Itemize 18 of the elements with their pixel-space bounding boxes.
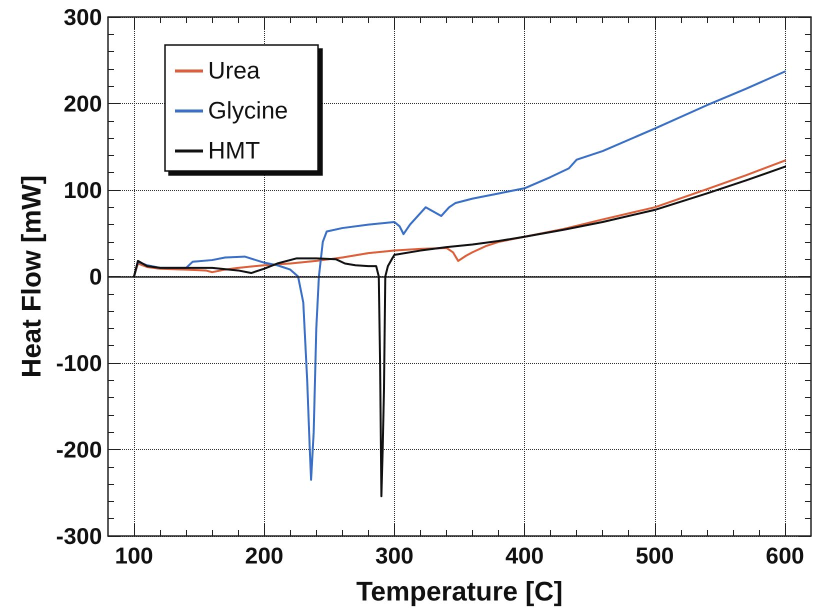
x-tick-label: 300 [375, 542, 414, 568]
x-tick-label: 400 [505, 542, 544, 568]
x-tick-label: 100 [114, 542, 154, 568]
y-tick-label: -100 [56, 350, 102, 376]
legend-label: HMT [208, 138, 260, 164]
y-tick-label: 200 [64, 90, 102, 116]
y-tick-label: 0 [89, 264, 102, 290]
x-axis-title: Temperature [C] [356, 576, 563, 606]
legend-label: Glycine [208, 98, 288, 124]
x-tick-label: 200 [245, 542, 284, 568]
x-tick-label: 500 [636, 542, 674, 568]
y-axis-title: Heat Flow [mW] [16, 175, 47, 378]
y-tick-label: -300 [56, 523, 102, 549]
y-tick-label: 300 [64, 4, 102, 30]
legend-label: Urea [208, 58, 261, 84]
y-tick-label: 100 [64, 177, 102, 203]
y-tick-label: -200 [56, 436, 102, 462]
x-tick-label: 600 [766, 542, 804, 568]
